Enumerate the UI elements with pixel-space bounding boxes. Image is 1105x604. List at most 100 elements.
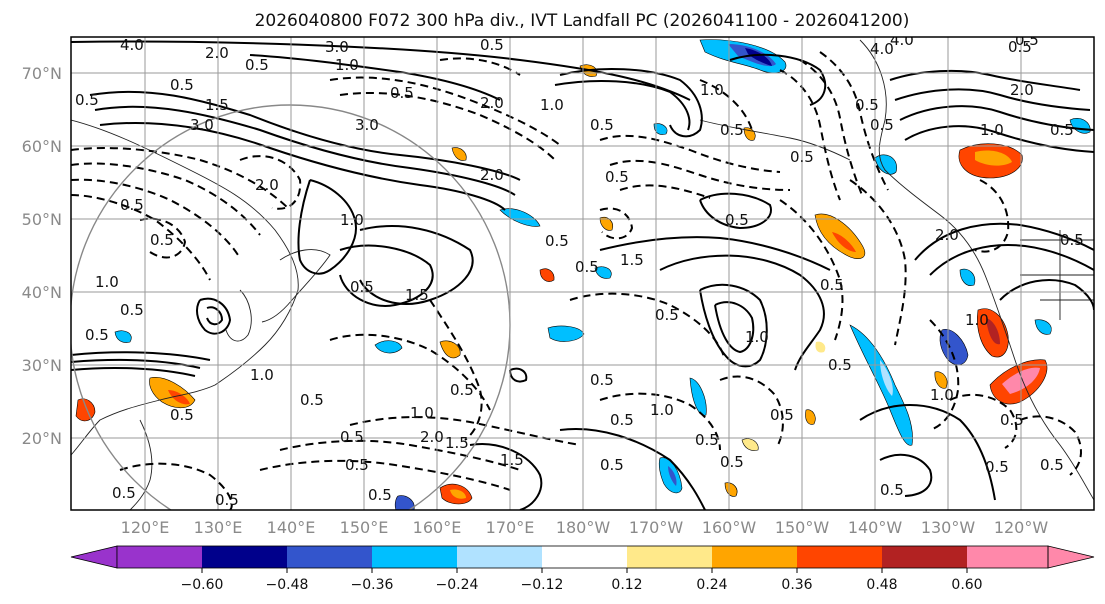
lat-label: 40°N (22, 283, 62, 302)
contour-label: 0.5 (150, 231, 174, 249)
contour-line (714, 301, 755, 354)
contour-line (206, 306, 224, 326)
colorbar-extend-max (967, 546, 1094, 568)
contour-label: 3.0 (355, 116, 379, 134)
contour-label: 2.0 (935, 226, 959, 244)
contour-line (894, 88, 1091, 111)
colorbar-segment (372, 546, 457, 568)
contour-label: 0.5 (790, 148, 814, 166)
colorbar-tick-label: 0.36 (781, 577, 812, 593)
contour-label: 1.0 (930, 386, 954, 404)
map-frame (70, 36, 1095, 511)
contour-label: 0.5 (1008, 38, 1032, 56)
positive-divergence-area (75, 398, 96, 422)
positive-divergence-area (975, 150, 1012, 166)
contour-label: 0.5 (390, 84, 414, 102)
colorbar-segment (627, 546, 712, 568)
contour-label: 2.0 (480, 166, 504, 184)
contour-label: 2.0 (1010, 81, 1034, 99)
colorbar-tick-label: 0.12 (611, 577, 642, 593)
negative-divergence-area (394, 495, 415, 510)
contour-label: 4.0 (890, 31, 914, 49)
contour-label: 4.0 (870, 40, 894, 58)
asia-coastline (71, 119, 299, 456)
contour-label: 0.5 (120, 196, 144, 214)
weak-negative-area (880, 360, 893, 396)
contour-label: 4.0 (120, 36, 144, 54)
contour-label: 0.5 (855, 96, 879, 114)
contour-line (339, 244, 434, 307)
contour-label: 2.0 (205, 44, 229, 62)
contour-label: 2.0 (480, 94, 504, 112)
contour-line (469, 443, 543, 510)
lon-label: 120°E (121, 518, 170, 537)
positive-divergence-core (986, 318, 1000, 345)
graticule (71, 37, 1094, 510)
contour-line (999, 279, 1094, 311)
contour-line (339, 91, 556, 161)
contour-line (71, 178, 239, 256)
positive-divergence-area (450, 489, 466, 499)
positive-divergence-area (451, 147, 467, 161)
north-america-coastline (859, 39, 1094, 501)
contour-label: 0.5 (112, 484, 136, 502)
figure-title: 2026040800 F072 300 hPa div., IVT Landfa… (255, 11, 910, 31)
negative-divergence-area (547, 325, 585, 342)
contour-line (729, 53, 827, 106)
colorbar-segment (712, 546, 797, 568)
contour-label: 0.5 (545, 232, 569, 250)
contour-label: 0.5 (368, 486, 392, 504)
contour-line (599, 236, 831, 271)
state-borders (1020, 230, 1094, 320)
contour-line (249, 54, 501, 101)
contour-line (779, 199, 844, 341)
contour-line (949, 393, 1018, 449)
lon-label: 150°W (775, 518, 830, 537)
contour-label: 1.0 (980, 121, 1004, 139)
colorbar-segment (457, 546, 542, 568)
contour-label: 1.5 (620, 251, 644, 269)
contour-label: 0.5 (450, 381, 474, 399)
contour-line (196, 297, 232, 335)
contour-label: 0.5 (655, 306, 679, 324)
colorbar-tick-label: 0.60 (951, 577, 982, 593)
lon-label: 160°E (413, 518, 462, 537)
colorbar-tick-label: −0.24 (436, 577, 479, 593)
lon-label: 170°W (629, 518, 684, 537)
contour-label: 0.5 (820, 276, 844, 294)
contour-label: 0.5 (880, 481, 904, 499)
positive-divergence-area (724, 482, 738, 497)
contour-line (259, 459, 511, 491)
contour-line (849, 179, 907, 346)
contour-label: 1.0 (540, 96, 564, 114)
contour-label: 1.5 (500, 451, 524, 469)
lat-label: 30°N (22, 356, 62, 375)
contour-label: 1.5 (405, 286, 429, 304)
contour-line (239, 155, 302, 210)
contour-line (929, 244, 1094, 276)
contour-line (904, 125, 1094, 153)
contour-label: 3.0 (325, 38, 349, 56)
contour-line (819, 51, 889, 191)
lon-label: 160°W (702, 518, 757, 537)
negative-divergence-contours (71, 51, 1082, 510)
contour-label: 0.5 (120, 301, 144, 319)
contour-line (297, 179, 357, 275)
contour-line (559, 428, 706, 510)
weak-positive-area (741, 438, 759, 451)
colorbar-tick-label: −0.60 (181, 577, 224, 593)
contour-line (974, 179, 1010, 253)
colorbar-arrow-outline (1047, 545, 1095, 569)
contour-label: 0.5 (1050, 121, 1074, 139)
contour-label: 0.5 (245, 56, 269, 74)
contour-label: 2.0 (255, 176, 279, 194)
positive-divergence-area (805, 409, 816, 425)
contour-line (509, 367, 528, 383)
contour-label: 1.0 (95, 273, 119, 291)
colorbar-tick-label: −0.12 (521, 577, 564, 593)
contour-line (779, 69, 841, 201)
contour-label: 1.0 (410, 404, 434, 422)
positive-divergence-core (168, 390, 190, 405)
negative-divergence-area (114, 330, 132, 343)
contour-label: 0.5 (600, 456, 624, 474)
